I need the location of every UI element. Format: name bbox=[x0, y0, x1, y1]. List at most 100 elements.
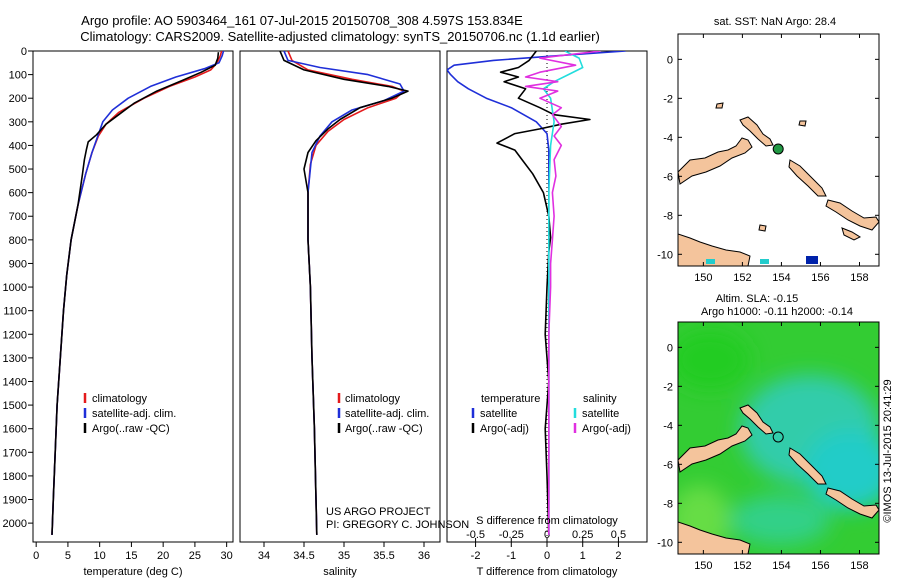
sla-map-lon-label: 152 bbox=[733, 560, 751, 572]
salinity-legend-climatology: climatology bbox=[345, 393, 401, 405]
difference-lines bbox=[447, 51, 626, 535]
sst-map-panel: sat. SST: NaN Argo: 28.4 150 152 154 156 158… bbox=[657, 16, 880, 284]
temperature-legend-satellite: satellite-adj. clim. bbox=[92, 408, 176, 420]
s-difference-tick-label: -0.25 bbox=[499, 529, 524, 541]
figure-title-line1: Argo profile: AO 5903464_161 07-Jul-2015… bbox=[81, 13, 523, 28]
sst-marker-blue bbox=[806, 256, 818, 264]
s-difference-label: S difference from climatology bbox=[476, 515, 618, 527]
sla-map-lat-label: -2 bbox=[663, 381, 673, 393]
sst-map-frame bbox=[677, 33, 880, 267]
salinity-plot-frame bbox=[239, 50, 441, 543]
depth-tick-label: 0 bbox=[21, 46, 27, 58]
depth-tick-label: 1500 bbox=[3, 400, 27, 412]
depth-tick-label: 1200 bbox=[3, 329, 27, 341]
depth-tick-label: 1600 bbox=[3, 424, 27, 436]
sla-map-lat-label: -4 bbox=[663, 420, 673, 432]
sla-map-lon-label: 158 bbox=[850, 560, 868, 572]
small-island-2 bbox=[798, 120, 807, 127]
small-island-3 bbox=[758, 224, 767, 232]
depth-tick-label: 1700 bbox=[3, 447, 27, 459]
sla-map-axes: 150 152 154 156 158 0 -2 -4 -6 -8 -10 bbox=[657, 322, 879, 572]
sla-field-shading bbox=[678, 330, 879, 554]
sst-map-lat-label: -8 bbox=[663, 210, 673, 222]
sst-marker-cyan-2 bbox=[760, 259, 769, 264]
salinity-xlabel: salinity bbox=[323, 566, 357, 578]
depth-tick-label: 800 bbox=[9, 235, 27, 247]
solomon-islands-land-sla bbox=[825, 487, 879, 519]
temperature-xtick-label: 20 bbox=[157, 550, 169, 562]
sst-map-title: sat. SST: NaN Argo: 28.4 bbox=[714, 16, 836, 28]
depth-tick-label: 1800 bbox=[3, 471, 27, 483]
salinity-xtick-label: 35 bbox=[338, 550, 350, 562]
salinity-series-argo-raw-qc bbox=[279, 51, 409, 535]
imos-credit: ©IMOS 13-Jul-2015 20:41:29 bbox=[882, 379, 894, 522]
depth-tick-label: 500 bbox=[9, 164, 27, 176]
legend-heading-temperature: temperature bbox=[481, 393, 540, 405]
temperature-xtick-label: 0 bbox=[33, 550, 39, 562]
salinity-xtick-label: 34.5 bbox=[293, 550, 314, 562]
sst-map-axes: 150 152 154 156 158 0 -2 -4 -6 -8 -10 bbox=[657, 34, 879, 284]
depth-tick-label: 100 bbox=[9, 70, 27, 82]
legend-heading-salinity: salinity bbox=[583, 393, 617, 405]
salinity-xtick-label: 36 bbox=[418, 550, 430, 562]
temperature-legend-argo: Argo(..raw -QC) bbox=[92, 423, 170, 435]
temperature-plot-frame bbox=[32, 50, 234, 543]
figure-title-line2: Climatology: CARS2009. Satellite-adjuste… bbox=[80, 29, 600, 44]
depth-tick-label: 1300 bbox=[3, 353, 27, 365]
depth-tick-label: 700 bbox=[9, 211, 27, 223]
sla-map-land bbox=[678, 404, 879, 554]
salinity-xtick-label: 35.5 bbox=[373, 550, 394, 562]
salinity-axis: 34 34.5 35 35.5 36 bbox=[258, 542, 430, 562]
sla-low-region-2 bbox=[805, 430, 879, 510]
sst-map-lat-label: 0 bbox=[667, 54, 673, 66]
difference-xtick-label: -1 bbox=[506, 550, 516, 562]
sla-map-lon-label: 150 bbox=[694, 560, 712, 572]
difference-panel: -2 -1 0 1 2 -0.5 -0.25 0 0.25 0.5 S difference f… bbox=[446, 50, 648, 578]
salinity-xtick-label: 34 bbox=[258, 550, 270, 562]
depth-tick-label: 600 bbox=[9, 188, 27, 200]
salinity-lines bbox=[279, 51, 409, 535]
sla-map-lon-label: 154 bbox=[772, 560, 790, 572]
difference-xtick-label: 0 bbox=[544, 550, 550, 562]
sst-marker-cyan-1 bbox=[706, 259, 715, 264]
bougainville-land bbox=[788, 159, 827, 197]
s-difference-tick-label: 0 bbox=[544, 529, 550, 541]
argo-position-marker bbox=[772, 143, 784, 155]
salinity-series-satellite-adj-clim bbox=[283, 51, 405, 535]
temperature-xtick-label: 30 bbox=[221, 550, 233, 562]
small-island-1 bbox=[715, 102, 724, 109]
difference-series-temperature-argo-adj bbox=[496, 51, 591, 535]
temperature-legend: climatology satellite-adj. clim. Argo(..… bbox=[83, 393, 176, 435]
new-guinea-land bbox=[678, 233, 751, 266]
depth-tick-label: 1900 bbox=[3, 495, 27, 507]
sla-map-lat-label: -6 bbox=[663, 459, 673, 471]
salinity-legend-argo: Argo(..raw -QC) bbox=[345, 423, 423, 435]
depth-tick-label: 1400 bbox=[3, 376, 27, 388]
sst-map-lon-label: 158 bbox=[850, 272, 868, 284]
salinity-legend: climatology satellite-adj. clim. Argo(..… bbox=[337, 393, 429, 435]
sst-map-lat-label: -4 bbox=[663, 132, 673, 144]
temperature-xtick-label: 15 bbox=[125, 550, 137, 562]
s-difference-tick-label: 0.5 bbox=[611, 529, 626, 541]
difference-xtick-label: 1 bbox=[580, 550, 586, 562]
difference-series-temperature-satellite bbox=[447, 51, 626, 535]
sst-map-land bbox=[678, 102, 879, 266]
sla-map-lat-label: -8 bbox=[663, 498, 673, 510]
depth-tick-label: 1100 bbox=[3, 306, 27, 318]
new-britain-land-sla bbox=[678, 425, 753, 473]
new-ireland-land bbox=[739, 116, 774, 147]
legend-temperature-argo: Argo(-adj) bbox=[480, 423, 529, 435]
legend-temperature-satellite: satellite bbox=[480, 408, 517, 420]
sla-map-lat-label: 0 bbox=[667, 342, 673, 354]
temperature-xtick-label: 25 bbox=[189, 550, 201, 562]
solomon-islands-land bbox=[825, 199, 879, 231]
solomon-islands-land-2 bbox=[841, 227, 862, 241]
s-difference-tick-label: -0.5 bbox=[466, 529, 485, 541]
sst-map-area bbox=[678, 34, 879, 266]
depth-tick-label: 300 bbox=[9, 117, 27, 129]
depth-tick-label: 900 bbox=[9, 258, 27, 270]
sla-mid-region bbox=[730, 495, 830, 545]
salinity-series-climatology bbox=[287, 51, 405, 535]
difference-series-salinity-argo-adj bbox=[524, 51, 601, 535]
